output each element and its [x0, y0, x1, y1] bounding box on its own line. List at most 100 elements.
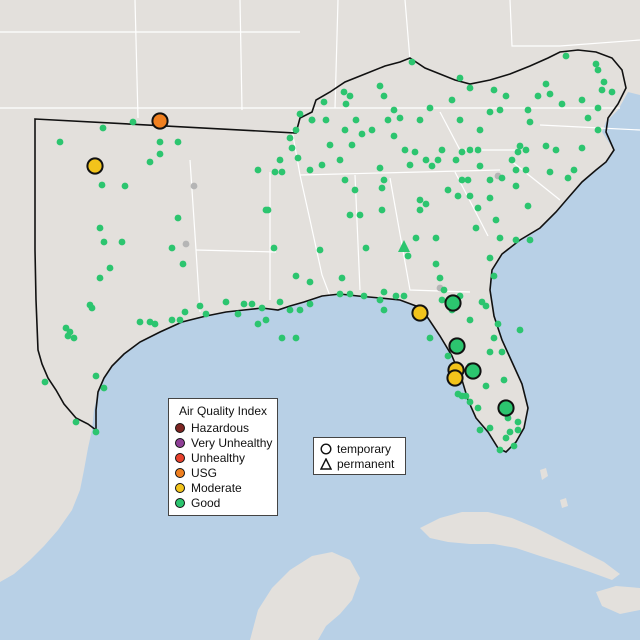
circle-icon	[320, 443, 332, 455]
good-station-marker	[156, 150, 164, 158]
good-station-marker	[146, 158, 154, 166]
good-station-marker	[318, 161, 326, 169]
good-station-marker	[578, 96, 586, 104]
good-station-marker	[490, 334, 498, 342]
good-station-marker	[278, 334, 286, 342]
good-station-marker	[534, 92, 542, 100]
good-station-marker	[100, 238, 108, 246]
good-station-marker	[522, 166, 530, 174]
land-hispaniola	[596, 586, 640, 614]
good-station-marker	[376, 82, 384, 90]
good-station-marker	[524, 202, 532, 210]
good-station-marker	[466, 84, 474, 92]
good-station-marker	[466, 316, 474, 324]
good-station-marker	[416, 196, 424, 204]
good-station-marker	[456, 74, 464, 82]
good-station-marker	[340, 88, 348, 96]
good-station-marker	[292, 272, 300, 280]
good-station-marker	[362, 244, 370, 252]
good-station-marker	[174, 138, 182, 146]
good-station-marker	[514, 148, 522, 156]
good-station-marker	[99, 124, 107, 132]
good-station-marker	[466, 192, 474, 200]
good-station-marker	[466, 398, 474, 406]
good-station-marker	[456, 116, 464, 124]
legend-item-good: Good	[175, 496, 220, 510]
good-station-marker	[179, 260, 187, 268]
good-station-marker	[444, 186, 452, 194]
good-station-marker	[558, 100, 566, 108]
good-station-marker	[378, 206, 386, 214]
legend-label-usg: USG	[191, 466, 218, 480]
good-station-marker	[502, 92, 510, 100]
good-station-marker	[380, 92, 388, 100]
good-station-marker	[486, 348, 494, 356]
good-station-marker	[64, 332, 72, 340]
good-station-marker	[378, 184, 386, 192]
unhealthy-swatch-icon	[175, 453, 185, 463]
land-yucatan	[250, 552, 360, 640]
good-station-marker	[492, 216, 500, 224]
good-station-marker	[176, 316, 184, 324]
region-outline	[34, 49, 627, 453]
good-station-marker	[92, 428, 100, 436]
good-station-marker	[496, 106, 504, 114]
good-station-marker	[438, 146, 446, 154]
good-station-marker	[346, 290, 354, 298]
good-station-marker	[338, 274, 346, 282]
good-station-marker	[448, 96, 456, 104]
good-station-marker	[306, 166, 314, 174]
legend-label-good: Good	[191, 496, 221, 510]
good-station-marker	[594, 104, 602, 112]
moderate-station-marker	[86, 157, 104, 175]
good-station-marker	[168, 316, 176, 324]
good-station-marker	[514, 426, 522, 434]
good-station-marker	[516, 326, 524, 334]
inactive-station-marker	[190, 182, 198, 190]
good-station-marker	[400, 292, 408, 300]
good-station-marker	[464, 176, 472, 184]
good-station-marker	[412, 234, 420, 242]
good-station-marker	[351, 186, 359, 194]
good-station-marker	[592, 60, 600, 68]
good-station-marker	[392, 292, 400, 300]
good-station-marker	[408, 58, 416, 66]
good-station-marker	[594, 126, 602, 134]
good-station-marker	[222, 298, 230, 306]
good-station-marker	[254, 320, 262, 328]
good-station-marker	[376, 164, 384, 172]
good-station-marker	[600, 78, 608, 86]
good-station-marker	[578, 144, 586, 152]
good-station-marker	[276, 156, 284, 164]
good-station-marker	[474, 204, 482, 212]
good-station-marker	[118, 238, 126, 246]
good-station-marker	[380, 306, 388, 314]
good-station-marker	[454, 192, 462, 200]
good-station-marker	[346, 211, 354, 219]
good-station-marker	[348, 141, 356, 149]
good-station-marker	[594, 66, 602, 74]
good-station-marker	[482, 302, 490, 310]
legend-label-hazardous: Hazardous	[191, 421, 250, 435]
good-station-marker	[401, 146, 409, 154]
very-unhealthy-swatch-icon	[175, 438, 185, 448]
moderate-station-marker	[411, 304, 429, 322]
legend-label-unhealthy: Unhealthy	[191, 451, 246, 465]
good-station-marker	[352, 116, 360, 124]
good-station-marker	[96, 224, 104, 232]
good-station-marker	[360, 292, 368, 300]
good-station-marker	[564, 174, 572, 182]
good-major-station-marker	[464, 362, 482, 380]
good-station-marker	[136, 318, 144, 326]
good-station-marker	[506, 428, 514, 436]
good-station-marker	[262, 206, 270, 214]
good-station-marker	[356, 211, 364, 219]
land-bahamas	[540, 468, 568, 508]
good-station-marker	[476, 426, 484, 434]
good-station-marker	[390, 132, 398, 140]
good-station-marker	[294, 154, 302, 162]
aqi-legend: Air Quality Index Hazardous Very Unhealt…	[168, 398, 278, 516]
good-station-marker	[254, 166, 262, 174]
good-station-marker	[396, 114, 404, 122]
good-station-marker	[88, 304, 96, 312]
